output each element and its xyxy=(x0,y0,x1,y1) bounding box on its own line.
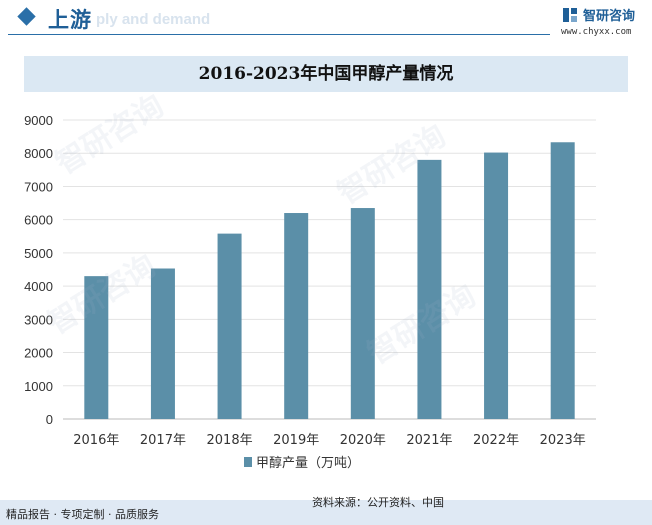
chart-title: 2016-2023年中国甲醇产量情况 xyxy=(198,64,454,84)
bar-2021年 xyxy=(417,159,442,419)
x-tick-label-2019年: 2019年 xyxy=(273,433,319,448)
y-tick-label-3000: 3000 xyxy=(24,312,53,327)
y-tick-label-1000: 1000 xyxy=(24,379,53,394)
x-tick-label-2022年: 2022年 xyxy=(473,433,519,448)
bar-2017年 xyxy=(150,268,175,419)
y-tick-label-7000: 7000 xyxy=(24,179,53,194)
page-header: 上游 ply and demand 智研咨询 www.chyxx.com xyxy=(0,0,652,40)
source-note: 资料来源：公开资料、中国 xyxy=(312,496,444,509)
y-tick-label-5000: 5000 xyxy=(24,246,53,261)
bar-2018年 xyxy=(217,233,242,419)
section-title: 上游 xyxy=(48,8,92,32)
y-tick-label-0: 0 xyxy=(46,412,53,427)
brand-name: 智研咨询 xyxy=(583,9,636,24)
x-tick-label-2020年: 2020年 xyxy=(340,433,386,448)
y-tick-label-8000: 8000 xyxy=(24,146,53,161)
bar-2016年 xyxy=(84,276,109,419)
x-tick-label-2018年: 2018年 xyxy=(207,433,253,448)
y-tick-label-4000: 4000 xyxy=(24,279,53,294)
footer-slogan: 精品报告 · 专项定制 · 品质服务 xyxy=(6,508,159,521)
page-footer: 精品报告 · 专项定制 · 品质服务 xyxy=(0,500,652,525)
chart-title-band xyxy=(24,56,628,92)
brand-logo-icon xyxy=(563,8,577,22)
y-tick-label-9000: 9000 xyxy=(24,113,53,128)
x-tick-label-2021年: 2021年 xyxy=(406,433,452,448)
bar-2022年 xyxy=(484,152,509,419)
bar-2023年 xyxy=(550,142,575,419)
brand-url: www.chyxx.com xyxy=(561,27,632,37)
header-divider xyxy=(8,34,550,35)
bar-chart: 0 1000 2000 3000 4000 5000 6000 7000 8000 9000 201… xyxy=(24,113,596,471)
section-subtitle: ply and demand xyxy=(96,11,211,28)
legend-label: 甲醇产量（万吨） xyxy=(256,455,360,471)
x-tick-label-2017年: 2017年 xyxy=(140,433,186,448)
bar-2020年 xyxy=(350,208,375,419)
x-tick-label-2016年: 2016年 xyxy=(73,433,119,448)
legend-swatch xyxy=(244,457,252,467)
x-tick-label-2023年: 2023年 xyxy=(540,433,586,448)
diamond-icon xyxy=(17,7,36,26)
y-tick-label-2000: 2000 xyxy=(24,346,53,361)
bar-2019年 xyxy=(284,213,309,419)
y-tick-label-6000: 6000 xyxy=(24,213,53,228)
